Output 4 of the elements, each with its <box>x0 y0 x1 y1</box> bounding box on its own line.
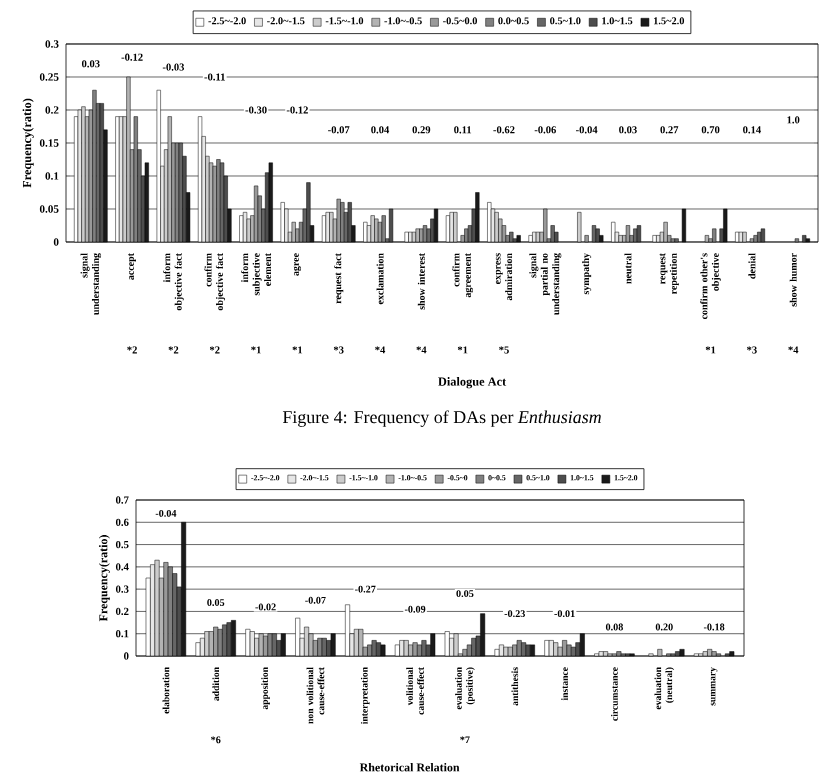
bar <box>466 644 472 657</box>
bar <box>499 644 504 657</box>
caption: Figure 4: Frequency of DAs per Enthusiasm <box>282 410 601 427</box>
bar <box>417 644 422 657</box>
